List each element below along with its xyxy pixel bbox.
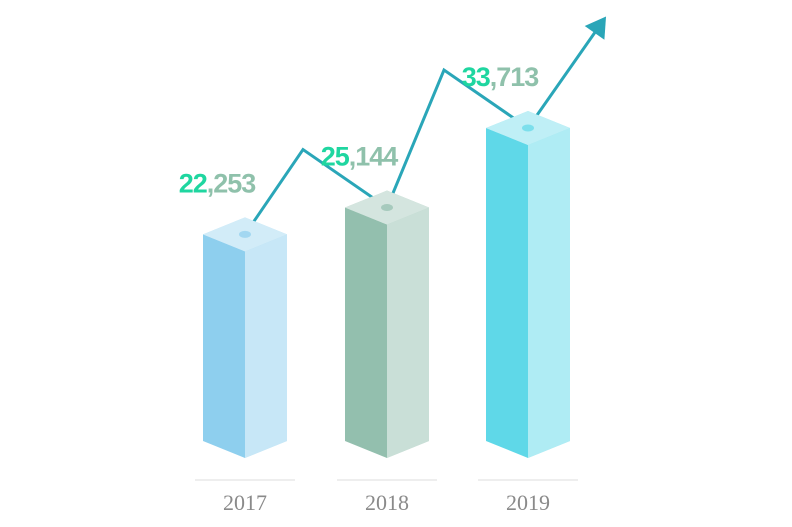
value-label-part: ,713 [490,62,540,92]
value-label-part: ,253 [207,168,257,198]
x-tick-label: 2017 [223,490,267,515]
x-tick-label: 2018 [365,490,409,515]
value-label-part: 25 [321,142,350,172]
bar-left-face [345,207,387,458]
x-tick-label: 2019 [506,490,550,515]
trend-arrow [584,16,607,40]
bar-left-face [486,128,528,458]
bar-right-shade [528,128,570,458]
bar-right-shade [387,207,429,458]
bar-left-face [203,234,245,458]
value-label-part: 33 [462,62,491,92]
bar-dot [381,204,393,212]
value-label: 22,253 [179,168,257,198]
bar-dot [239,230,251,238]
trend-line [243,27,600,236]
value-label-part: ,144 [349,142,399,172]
value-label-part: 22 [179,168,207,198]
value-label: 25,144 [321,142,399,172]
bar-right-shade [245,234,287,458]
bar [345,190,429,458]
bar-dot [522,124,534,132]
bar [486,111,570,458]
value-label: 33,713 [462,62,540,92]
bar [203,217,287,458]
